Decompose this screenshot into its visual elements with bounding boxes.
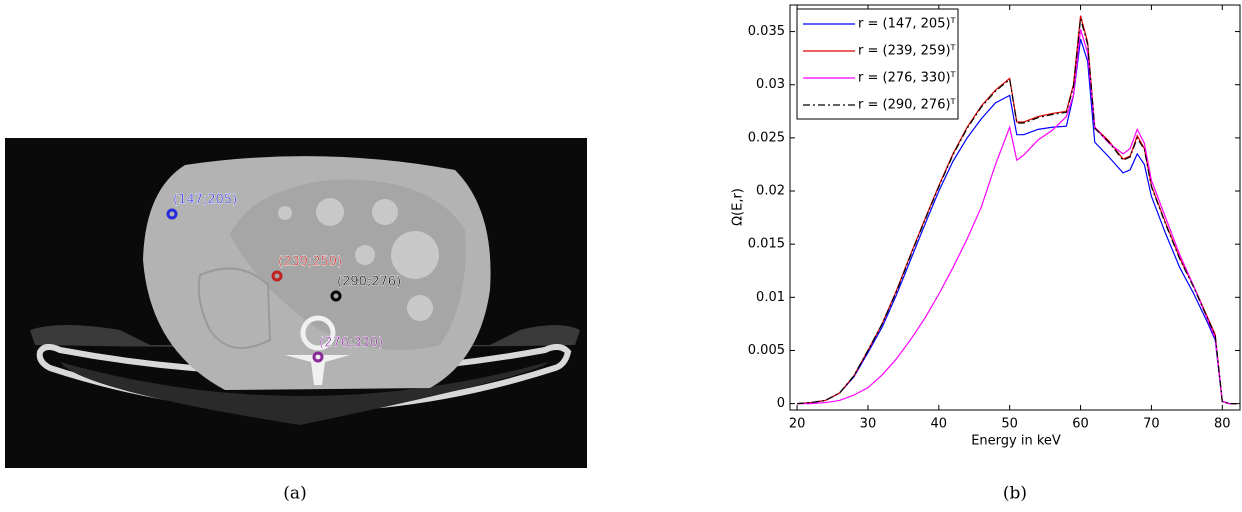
vessel [391,231,439,279]
caption: (b) [1003,484,1027,504]
x-tick-label: 80 [1214,417,1231,432]
x-tick-label: 30 [860,417,877,432]
vessel [278,206,292,220]
figure: (a) (b) Energy in keV Ω(E,r) (147;205) (2… [0,0,1242,508]
vessel [355,245,375,265]
y-tick-label: 0.02 [756,184,785,199]
legend-label: r = (290, 276)ᵀ [858,98,957,113]
x-tick-label: 70 [1143,417,1160,432]
y-tick-label: 0.035 [748,24,785,39]
vessel [316,198,344,226]
y-tick-label: 0.03 [756,77,785,92]
x-axis-label: Energy in keV [971,434,1061,449]
y-tick-label: 0 [777,396,785,411]
y-axis-label: Ω(E,r) [731,188,746,226]
annotation: (239;259) [278,255,342,270]
legend-label: r = (147, 205)ᵀ [858,17,957,32]
annotation: (290;276) [337,275,401,290]
x-tick-label: 50 [1001,417,1018,432]
x-tick-label: 40 [931,417,948,432]
annotation: (276;330) [319,336,383,351]
y-tick-label: 0.015 [748,237,785,252]
annotation: (147;205) [173,193,237,208]
ct-image [5,138,587,468]
x-tick-label: 20 [789,417,806,432]
legend-label: r = (239, 259)ᵀ [858,44,957,59]
x-tick-label: 60 [1072,417,1089,432]
caption: (a) [283,484,306,504]
y-tick-label: 0.005 [748,343,785,358]
vessel [407,295,433,321]
y-tick-label: 0.01 [756,290,785,305]
vessel [372,199,398,225]
y-tick-label: 0.025 [748,130,785,145]
legend-label: r = (276, 330)ᵀ [858,71,957,86]
